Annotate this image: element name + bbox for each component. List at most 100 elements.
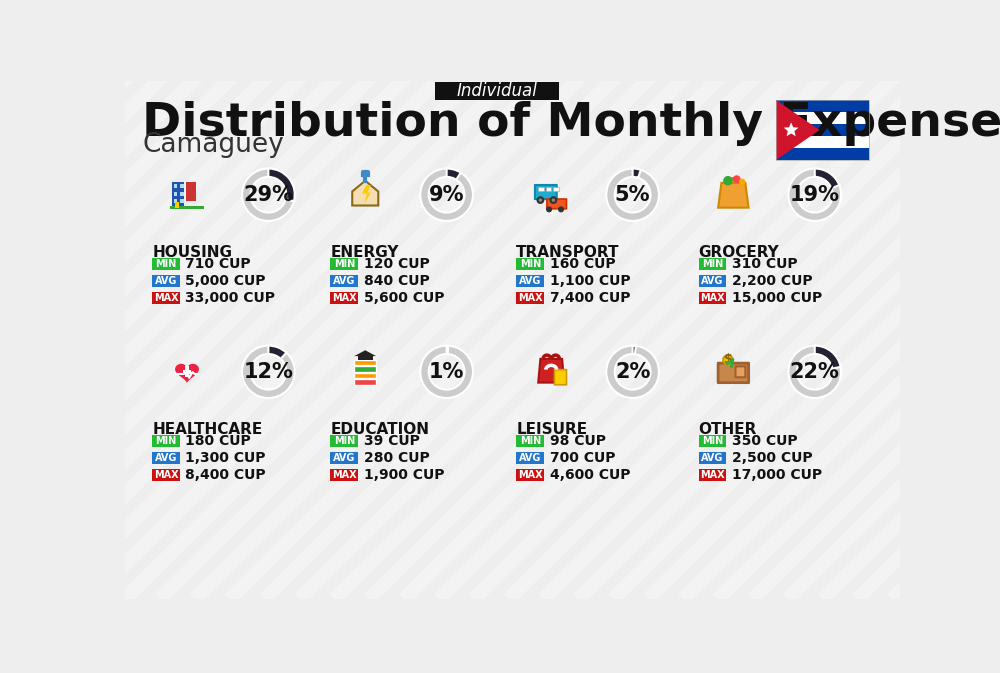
Text: MAX: MAX [518, 470, 543, 480]
Text: 17,000 CUP: 17,000 CUP [732, 468, 822, 482]
Text: EDUCATION: EDUCATION [330, 422, 429, 437]
Text: MAX: MAX [332, 293, 357, 303]
FancyBboxPatch shape [330, 435, 358, 447]
Text: 2%: 2% [615, 362, 650, 382]
Text: 2,500 CUP: 2,500 CUP [732, 451, 812, 465]
Polygon shape [776, 100, 820, 160]
Bar [776, 100, 869, 160]
Circle shape [558, 207, 564, 213]
Text: 710 CUP: 710 CUP [185, 257, 251, 271]
FancyBboxPatch shape [516, 469, 544, 481]
Wedge shape [447, 346, 448, 354]
Text: Camaguey: Camaguey [142, 132, 284, 157]
Text: OTHER: OTHER [698, 422, 757, 437]
Text: 180 CUP: 180 CUP [185, 434, 251, 448]
FancyBboxPatch shape [354, 366, 376, 372]
FancyBboxPatch shape [516, 275, 544, 287]
Text: MIN: MIN [702, 436, 723, 446]
Text: Individual: Individual [457, 82, 537, 100]
Wedge shape [633, 346, 636, 354]
Text: 39 CUP: 39 CUP [364, 434, 420, 448]
Text: MIN: MIN [155, 436, 177, 446]
Circle shape [539, 199, 542, 202]
FancyBboxPatch shape [698, 275, 726, 287]
FancyBboxPatch shape [330, 452, 358, 464]
Text: 1,900 CUP: 1,900 CUP [364, 468, 444, 482]
FancyBboxPatch shape [698, 435, 726, 447]
Text: 9%: 9% [429, 184, 464, 205]
Bar [174, 199, 177, 203]
Circle shape [550, 197, 557, 204]
Wedge shape [420, 168, 473, 221]
Wedge shape [606, 346, 659, 398]
Text: ENERGY: ENERGY [330, 245, 399, 260]
Text: MIN: MIN [520, 259, 541, 269]
FancyBboxPatch shape [718, 363, 749, 383]
FancyBboxPatch shape [435, 81, 559, 100]
Text: MAX: MAX [700, 293, 725, 303]
Bar [776, 112, 869, 124]
Circle shape [536, 197, 544, 204]
Text: Distribution of Monthly Expenses: Distribution of Monthly Expenses [142, 100, 1000, 145]
Text: AVG: AVG [519, 276, 542, 286]
Text: 29%: 29% [243, 184, 293, 205]
Text: MIN: MIN [702, 259, 723, 269]
Wedge shape [447, 168, 461, 180]
FancyBboxPatch shape [516, 292, 544, 304]
FancyBboxPatch shape [330, 292, 358, 304]
Text: 22%: 22% [790, 362, 840, 382]
FancyBboxPatch shape [547, 199, 566, 209]
FancyBboxPatch shape [354, 360, 376, 365]
Text: MAX: MAX [154, 293, 178, 303]
FancyBboxPatch shape [698, 258, 726, 270]
Bar [776, 100, 869, 112]
Polygon shape [362, 185, 371, 205]
Text: 5,000 CUP: 5,000 CUP [185, 274, 266, 288]
Wedge shape [242, 346, 295, 398]
Text: MAX: MAX [332, 470, 357, 480]
Bar [185, 366, 189, 377]
Text: HOUSING: HOUSING [152, 245, 232, 260]
FancyBboxPatch shape [698, 469, 726, 481]
FancyBboxPatch shape [516, 435, 544, 447]
Bar [358, 356, 373, 360]
FancyBboxPatch shape [516, 258, 544, 270]
Text: 33,000 CUP: 33,000 CUP [185, 291, 275, 305]
FancyBboxPatch shape [330, 469, 358, 481]
Text: 5%: 5% [615, 184, 650, 205]
Text: LEISURE: LEISURE [516, 422, 588, 437]
Bar [776, 148, 869, 160]
Text: AVG: AVG [701, 276, 724, 286]
Bar [776, 124, 869, 136]
Wedge shape [242, 168, 295, 221]
Text: AVG: AVG [333, 276, 356, 286]
Bar [776, 136, 869, 148]
Text: 1%: 1% [429, 362, 464, 382]
FancyBboxPatch shape [330, 275, 358, 287]
Circle shape [723, 355, 733, 365]
Text: AVG: AVG [333, 453, 356, 463]
Text: 700 CUP: 700 CUP [550, 451, 615, 465]
FancyBboxPatch shape [698, 452, 726, 464]
Text: 350 CUP: 350 CUP [732, 434, 797, 448]
FancyBboxPatch shape [152, 469, 180, 481]
Bar [183, 370, 191, 374]
Text: MAX: MAX [154, 470, 178, 480]
Wedge shape [420, 346, 473, 398]
Text: 160 CUP: 160 CUP [550, 257, 615, 271]
Bar [175, 202, 179, 208]
Text: 98 CUP: 98 CUP [550, 434, 606, 448]
Bar [553, 186, 559, 192]
Bar [174, 192, 177, 196]
Bar [546, 186, 551, 192]
Wedge shape [268, 346, 286, 359]
Text: AVG: AVG [519, 453, 542, 463]
FancyBboxPatch shape [516, 452, 544, 464]
FancyBboxPatch shape [152, 435, 180, 447]
Text: 310 CUP: 310 CUP [732, 257, 797, 271]
Text: 8,400 CUP: 8,400 CUP [185, 468, 266, 482]
Text: MIN: MIN [334, 436, 355, 446]
Text: 120 CUP: 120 CUP [364, 257, 429, 271]
Text: 1,100 CUP: 1,100 CUP [550, 274, 630, 288]
Text: 2,200 CUP: 2,200 CUP [732, 274, 812, 288]
